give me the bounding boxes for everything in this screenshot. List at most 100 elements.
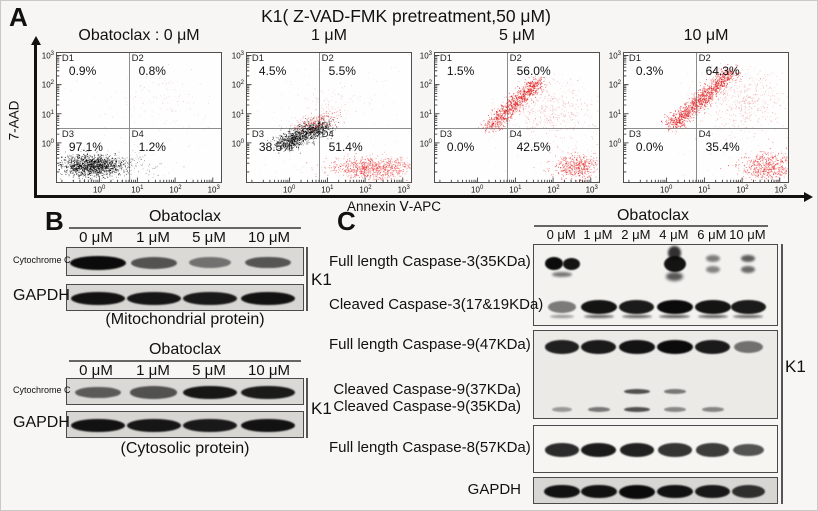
- blot-band: [694, 300, 731, 315]
- x-tick-label: 100: [660, 185, 673, 195]
- blot-band: [550, 314, 575, 319]
- dose-label: 4 μM: [659, 227, 689, 242]
- blot-header-underline: [69, 360, 301, 362]
- blot-band: [544, 484, 581, 499]
- blot-band: [583, 314, 615, 319]
- blot-caption: (Cytosolic protein): [120, 440, 250, 457]
- y-tick-label: 103: [41, 50, 54, 61]
- blot-band: [75, 386, 121, 399]
- blot-row-label: Cleaved Caspase-9(37KDa): [333, 380, 521, 398]
- dose-label: 5 μM: [192, 362, 226, 379]
- quadrant-percent: 64.3%: [705, 64, 740, 79]
- blot-band: [562, 257, 580, 270]
- flow-plot-frame: D1 0.9% D2 0.8% D3 97.1% D4 1.2%: [56, 52, 222, 183]
- dose-label: 1 μM: [136, 362, 170, 379]
- x-tick-label: 102: [169, 185, 182, 195]
- panel-a-label: A: [9, 2, 28, 32]
- y-tick-label: 100: [608, 139, 621, 149]
- quadrant-percent: 0.3%: [635, 64, 664, 79]
- quadrant-id: D3: [439, 128, 453, 140]
- x-axis-label: Annexin Ⅴ-APC: [347, 199, 442, 214]
- blot-band: [619, 300, 655, 315]
- y-tick-label: 102: [231, 80, 244, 90]
- cell-line-label: K1: [785, 357, 806, 376]
- blot-band: [730, 300, 766, 315]
- cell-line-label: K1: [311, 270, 332, 289]
- panel-c-label: C: [337, 206, 356, 236]
- quadrant-label-d1: D1 4.5%: [252, 53, 286, 79]
- blot-band: [621, 314, 652, 319]
- k1-bracket: [306, 247, 308, 311]
- quadrant-percent: 97.1%: [68, 139, 103, 154]
- blot-box: [533, 244, 778, 326]
- y-tick-label: 103: [419, 50, 432, 61]
- quadrant-percent: 0.0%: [635, 139, 664, 154]
- dose-label: 1 μM: [583, 227, 613, 242]
- y-tick-label: 103: [231, 50, 244, 61]
- blot-band: [741, 255, 756, 263]
- plot-dose-header: 5 μM: [499, 27, 535, 44]
- blot-box: [533, 425, 778, 473]
- flow-plot: 10 μM D1 0.3% D2 64.3% D3 0.0% D4 35.4% 103 102 101…: [609, 27, 789, 194]
- blot-drug-header: Obatoclax: [148, 341, 222, 358]
- quadrant-percent: 5.5%: [328, 64, 356, 79]
- quadrant-label-d3: D3 0.0%: [439, 128, 475, 155]
- flow-scatter-canvas: [435, 53, 599, 182]
- x-tick-label: 100: [283, 185, 296, 195]
- blot-band: [733, 340, 763, 354]
- blot-row-label: GAPDH: [13, 414, 70, 431]
- quadrant-percent: 51.4%: [328, 139, 363, 154]
- quadrant-percent: 0.0%: [446, 139, 475, 154]
- x-tick-label: 101: [698, 185, 711, 195]
- blot-band: [581, 300, 617, 315]
- blot-row-label: Cleaved Caspase-3(17&19KDa): [329, 296, 544, 314]
- blot-band: [545, 443, 580, 457]
- blot-band: [130, 386, 178, 399]
- blot-row-label: Cytochrome C: [13, 255, 71, 265]
- blot-band: [587, 406, 611, 412]
- blot-band: [552, 272, 573, 278]
- blot-band: [624, 389, 650, 395]
- flow-plot: 5 μM D1 1.5% D2 56.0% D3 0.0% D4 42.5% 103 102 101 1…: [420, 27, 600, 194]
- blot-drug-header: Obatoclax: [148, 208, 222, 225]
- blot-band: [695, 340, 731, 354]
- blot-band: [696, 443, 730, 457]
- blot-band: [126, 418, 181, 433]
- blot-box: [533, 330, 778, 419]
- blot-band: [668, 245, 682, 260]
- quadrant-percent: 0.8%: [138, 64, 166, 79]
- quadrant-label-d2: D2 0.8%: [131, 53, 166, 79]
- blot-band: [240, 291, 296, 306]
- x-tick-label: 103: [397, 185, 410, 195]
- blot-box: [66, 247, 304, 276]
- blot-band: [241, 385, 295, 400]
- quadrant-label-d4: D4 35.4%: [699, 129, 740, 155]
- quadrant-percent: 1.5%: [446, 64, 475, 79]
- quadrant-id: D2: [321, 53, 334, 65]
- y-tick-label: 101: [231, 109, 244, 120]
- blot-band: [548, 301, 577, 314]
- quadrant-label-d1: D1 1.5%: [440, 53, 475, 79]
- x-tick-label: 102: [359, 185, 372, 195]
- panel-a-title: K1( Z-VAD-FMK pretreatment,50 μM): [261, 6, 551, 26]
- y-tick-label: 102: [41, 80, 54, 90]
- blot-band: [182, 291, 237, 306]
- blot-band: [656, 340, 694, 355]
- blot-band: [581, 443, 617, 457]
- dose-label: 5 μM: [192, 229, 226, 246]
- quadrant-percent: 1.2%: [138, 139, 166, 154]
- x-axis-arrowhead: [804, 191, 813, 202]
- x-tick-label: 103: [774, 185, 787, 195]
- quadrant-id: D4: [321, 128, 334, 140]
- quadrant-id: D1: [628, 53, 642, 65]
- flow-scatter-canvas: [57, 53, 221, 182]
- blot-band: [618, 484, 656, 499]
- blot-box: [66, 284, 304, 311]
- quadrant-label-d3: D3 0.0%: [629, 129, 664, 155]
- flow-plot-frame: D1 1.5% D2 56.0% D3 0.0% D4 42.5%: [434, 52, 600, 183]
- dose-label: 6 μM: [697, 227, 727, 242]
- dose-label: 2 μM: [621, 227, 651, 242]
- quadrant-id: D2: [131, 53, 144, 65]
- quadrant-id: D1: [61, 53, 75, 65]
